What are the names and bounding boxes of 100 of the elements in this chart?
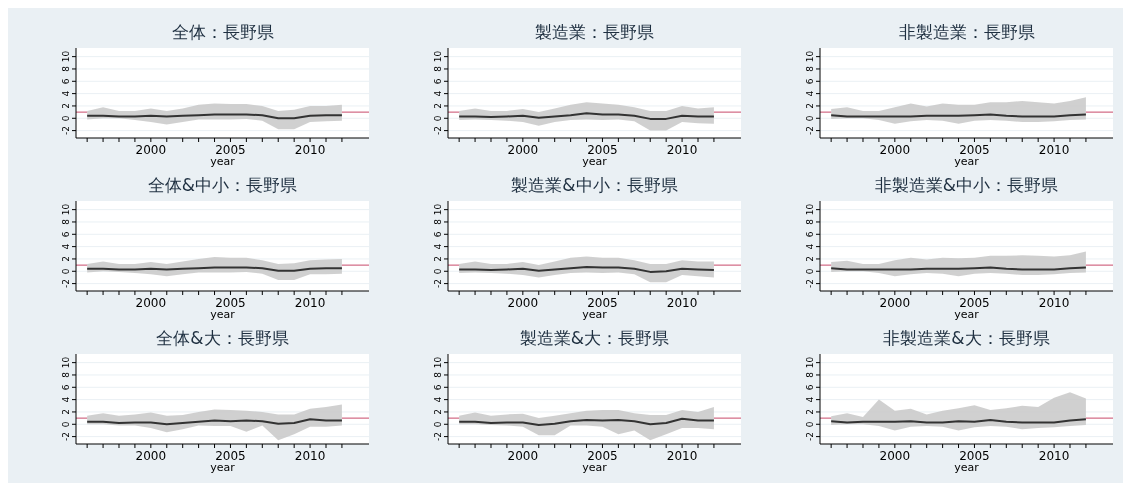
chart-title: 製造業&大：長野県 <box>519 328 670 348</box>
y-tick-label: 2 <box>61 409 71 415</box>
y-tick-label: 8 <box>805 218 815 225</box>
y-tick-label: 10 <box>433 356 443 369</box>
y-tick-label: 0 <box>433 421 443 428</box>
y-tick-label: 8 <box>433 218 443 225</box>
y-tick-label: 2 <box>805 409 815 415</box>
y-tick-label: 2 <box>61 103 71 109</box>
x-tick-label: 2010 <box>666 296 698 310</box>
y-tick-label: 2 <box>805 256 815 262</box>
y-tick-label: 8 <box>61 65 71 72</box>
y-tick-label: 6 <box>61 384 71 391</box>
x-tick-label: 2005 <box>587 143 618 157</box>
y-tick-label: -2 <box>805 279 815 289</box>
y-tick-label: 10 <box>61 50 71 63</box>
chart-title: 非製造業&大：長野県 <box>883 328 1050 348</box>
y-tick-label: 4 <box>433 90 443 97</box>
y-tick-label: 8 <box>61 371 71 378</box>
x-tick-label: 2005 <box>215 449 246 463</box>
y-tick-label: 6 <box>61 78 71 85</box>
y-tick-label: 10 <box>61 203 71 216</box>
y-tick-label: 0 <box>433 268 443 275</box>
y-tick-label: 0 <box>433 115 443 122</box>
x-tick-label: 2000 <box>135 296 167 310</box>
y-tick-label: -2 <box>61 126 71 136</box>
chart-title: 非製造業&中小：長野県 <box>874 175 1059 195</box>
x-tick-label: 2005 <box>215 143 246 157</box>
x-axis-title: year <box>954 155 980 168</box>
y-tick-label: -2 <box>61 432 71 442</box>
x-axis-title: year <box>210 308 236 321</box>
x-axis-title: year <box>210 155 236 168</box>
y-tick-label: 10 <box>805 356 815 369</box>
x-tick-label: 2005 <box>215 296 246 310</box>
y-tick-label: 8 <box>433 371 443 378</box>
y-tick-label: 4 <box>61 243 71 250</box>
x-tick-label: 2005 <box>959 296 990 310</box>
y-tick-label: 10 <box>805 50 815 63</box>
x-tick-label: 2000 <box>507 296 539 310</box>
y-tick-label: 0 <box>61 421 71 428</box>
x-tick-label: 2000 <box>507 449 539 463</box>
x-axis-title: year <box>954 461 980 474</box>
x-tick-label: 2010 <box>1038 449 1070 463</box>
x-axis-title: year <box>582 308 608 321</box>
y-tick-label: -2 <box>61 279 71 289</box>
chart-title: 全体&中小：長野県 <box>147 175 298 195</box>
y-tick-label: 10 <box>433 203 443 216</box>
x-axis-title: year <box>582 155 608 168</box>
y-tick-label: 4 <box>805 396 815 403</box>
x-tick-label: 2000 <box>507 143 539 157</box>
y-tick-label: 2 <box>61 256 71 262</box>
x-tick-label: 2005 <box>587 296 618 310</box>
y-tick-label: 8 <box>61 218 71 225</box>
y-tick-label: 0 <box>805 421 815 428</box>
x-tick-label: 2010 <box>294 449 326 463</box>
y-tick-label: 8 <box>805 371 815 378</box>
y-tick-label: 4 <box>433 396 443 403</box>
y-tick-label: 0 <box>61 115 71 122</box>
y-tick-label: 4 <box>61 396 71 403</box>
y-tick-label: 8 <box>433 65 443 72</box>
x-axis-title: year <box>954 308 980 321</box>
y-tick-label: 10 <box>433 50 443 63</box>
x-tick-label: 2010 <box>1038 143 1070 157</box>
y-tick-label: 2 <box>805 103 815 109</box>
x-tick-label: 2000 <box>879 296 911 310</box>
chart-title: 非製造業：長野県 <box>898 22 1035 42</box>
x-tick-label: 2005 <box>587 449 618 463</box>
y-tick-label: -2 <box>433 279 443 289</box>
x-tick-label: 2010 <box>294 296 326 310</box>
y-tick-label: 6 <box>805 231 815 238</box>
y-tick-label: 8 <box>805 65 815 72</box>
x-tick-label: 2010 <box>666 449 698 463</box>
y-tick-label: -2 <box>433 432 443 442</box>
x-tick-label: 2010 <box>1038 296 1070 310</box>
line-series <box>458 417 715 426</box>
y-tick-label: 6 <box>433 231 443 238</box>
y-tick-label: 6 <box>61 231 71 238</box>
x-axis-title: year <box>210 461 236 474</box>
x-tick-label: 2005 <box>959 143 990 157</box>
y-tick-label: 0 <box>805 115 815 122</box>
chart-title: 全体&大：長野県 <box>156 328 289 348</box>
y-tick-label: -2 <box>805 432 815 442</box>
x-tick-label: 2010 <box>294 143 326 157</box>
x-tick-label: 2000 <box>879 143 911 157</box>
x-tick-label: 2000 <box>135 143 167 157</box>
y-tick-label: 0 <box>61 268 71 275</box>
x-tick-label: 2010 <box>666 143 698 157</box>
chart-title: 製造業&中小：長野県 <box>511 175 678 195</box>
y-tick-label: 0 <box>805 268 815 275</box>
x-tick-label: 2005 <box>959 449 990 463</box>
y-tick-label: 2 <box>433 103 443 109</box>
y-tick-label: 6 <box>433 384 443 391</box>
x-tick-label: 2000 <box>135 449 167 463</box>
chart-title: 全体：長野県 <box>171 22 274 42</box>
y-tick-label: 4 <box>805 243 815 250</box>
y-tick-label: 2 <box>433 409 443 415</box>
y-tick-label: 6 <box>805 384 815 391</box>
y-tick-label: 2 <box>433 256 443 262</box>
x-axis-title: year <box>582 461 608 474</box>
y-tick-label: 4 <box>805 90 815 97</box>
y-tick-label: 10 <box>805 203 815 216</box>
